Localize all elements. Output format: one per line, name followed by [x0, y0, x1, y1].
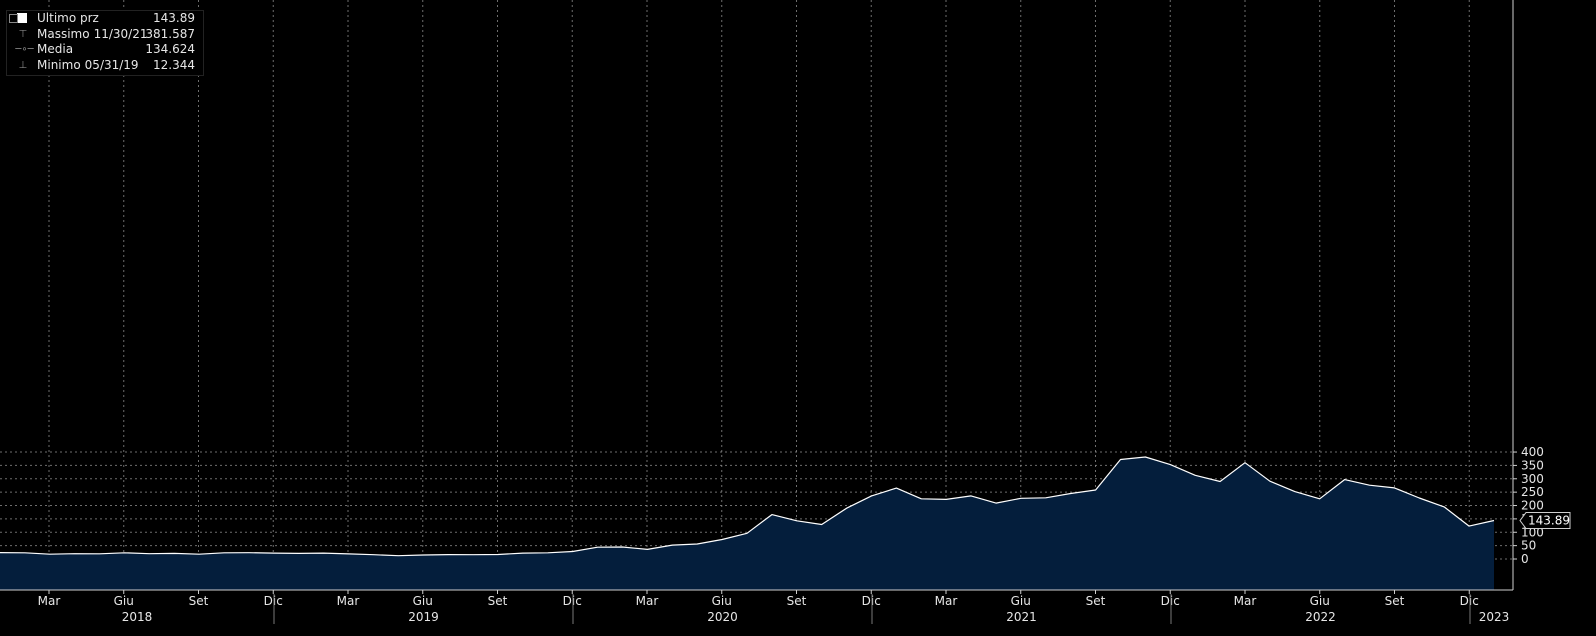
year-label: 2023 — [1479, 610, 1510, 624]
year-label: 2021 — [1006, 610, 1037, 624]
year-label: 2019 — [408, 610, 439, 624]
x-tick-label: Mar — [935, 594, 958, 608]
x-tick-label: Giu — [712, 594, 732, 608]
legend-row-low: ⊥ Minimo 05/31/19 12.344 — [7, 58, 203, 74]
y-tick-label: 400 — [1521, 445, 1544, 459]
x-tick-label: Set — [787, 594, 807, 608]
x-tick-label: Set — [488, 594, 508, 608]
price-area — [0, 456, 1495, 590]
price-line — [0, 456, 1495, 557]
x-tick-label: Mar — [1234, 594, 1257, 608]
x-tick-label: Giu — [1011, 594, 1031, 608]
x-tick-label: Mar — [38, 594, 61, 608]
x-tick-label: Giu — [1310, 594, 1330, 608]
x-tick-label: Set — [189, 594, 209, 608]
x-tick-label: Dic — [1460, 594, 1479, 608]
legend-last-value: 143.89 — [153, 11, 195, 25]
year-label: 2020 — [707, 610, 738, 624]
high-marker-icon: ⊤ — [9, 28, 28, 40]
legend-high-label: Massimo — [37, 26, 90, 41]
legend-low-date: 05/31/19 — [84, 57, 139, 72]
legend-row-avg: ─∘─ Media 134.624 — [7, 42, 203, 58]
x-tick-label: Mar — [337, 594, 360, 608]
x-tick-label: Set — [1086, 594, 1106, 608]
legend-high-date: 11/30/21 — [93, 26, 148, 41]
legend-box: Ultimo prz 143.89 ⊤ Massimo 11/30/21 381.… — [6, 10, 204, 76]
y-tick-label: 300 — [1521, 472, 1544, 486]
legend-avg-label: Media — [37, 42, 74, 56]
legend-row-high: ⊤ Massimo 11/30/21 381.587 — [7, 27, 203, 43]
legend-last-label: Ultimo prz — [37, 11, 99, 25]
y-tick-label: 350 — [1521, 458, 1544, 472]
average-marker-icon: ─∘─ — [9, 44, 34, 55]
legend-row-last: Ultimo prz 143.89 — [7, 11, 203, 27]
x-tick-label: Dic — [264, 594, 283, 608]
year-label: 2022 — [1305, 610, 1336, 624]
legend-high-value: 381.587 — [145, 26, 195, 41]
x-tick-label: Mar — [636, 594, 659, 608]
x-tick-label: Giu — [413, 594, 433, 608]
y-tick-label: 50 — [1521, 539, 1536, 553]
last-price-tag: 143.89 — [1519, 512, 1571, 530]
y-tick-label: 200 — [1521, 499, 1544, 513]
last-price-tag-text: 143.89 — [1528, 514, 1570, 528]
x-tick-label: Dic — [563, 594, 582, 608]
price-area-fill — [0, 457, 1494, 590]
y-tick-label: 250 — [1521, 485, 1544, 499]
last-price-tag-shape — [1519, 512, 1571, 530]
legend-collapse-icon[interactable] — [9, 11, 27, 26]
legend-low-value: 12.344 — [153, 57, 195, 72]
x-tick-label: Giu — [114, 594, 134, 608]
x-tick-label: Dic — [862, 594, 881, 608]
axes: 050100150200250300350400MarGiuSetDicMarG… — [0, 0, 1544, 624]
x-tick-label: Set — [1385, 594, 1405, 608]
low-marker-icon: ⊥ — [9, 59, 28, 71]
legend-avg-value: 134.624 — [145, 42, 195, 56]
y-tick-label: 0 — [1521, 552, 1529, 566]
legend-low-label: Minimo — [37, 57, 81, 72]
year-label: 2018 — [122, 610, 153, 624]
x-tick-label: Dic — [1161, 594, 1180, 608]
